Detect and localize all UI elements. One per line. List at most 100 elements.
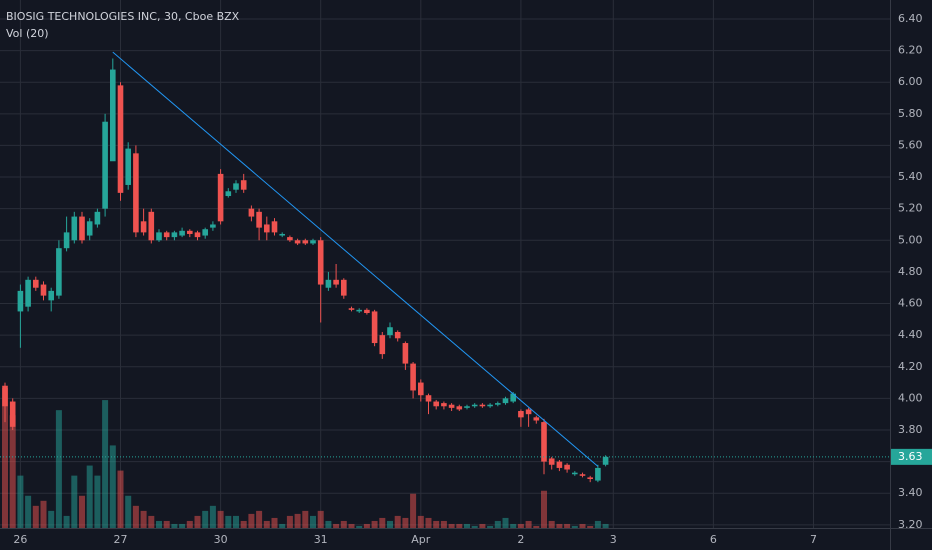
volume-pane xyxy=(2,388,609,528)
candle-body xyxy=(125,148,131,185)
candle-body xyxy=(56,248,62,296)
candle-body xyxy=(163,232,170,238)
candle-body xyxy=(25,279,31,307)
volume-bar xyxy=(525,520,532,528)
volume-bar xyxy=(233,515,239,528)
volume-bar xyxy=(340,520,347,528)
candle-body xyxy=(317,240,324,285)
volume-bar xyxy=(179,523,186,528)
candle-body xyxy=(471,404,478,407)
volume-bar xyxy=(302,510,309,528)
candle-body xyxy=(264,224,270,233)
volume-bar xyxy=(202,510,209,528)
y-tick-label: 3.20 xyxy=(898,518,923,531)
y-tick-label: 4.00 xyxy=(898,391,923,404)
volume-bar xyxy=(132,505,139,528)
volume-bar xyxy=(86,465,93,528)
volume-bar xyxy=(379,517,386,528)
y-tick-label: 5.00 xyxy=(898,233,923,246)
volume-bar xyxy=(502,517,509,528)
volume-bar xyxy=(348,523,355,528)
volume-bar xyxy=(286,515,293,528)
candle-body xyxy=(402,343,409,364)
volume-bar xyxy=(440,520,447,528)
volume-bar xyxy=(402,517,409,528)
candle-body xyxy=(302,240,309,244)
candle-body xyxy=(364,309,370,314)
candle-body xyxy=(310,240,316,244)
volume-bar xyxy=(471,525,478,528)
price-pane xyxy=(0,51,890,483)
y-tick-label: 4.80 xyxy=(898,265,923,278)
volume-bar xyxy=(40,500,47,528)
volume-bar xyxy=(171,523,178,528)
volume-bar xyxy=(417,515,424,528)
volume-bar xyxy=(209,505,216,528)
candle-body xyxy=(487,404,493,407)
candle-body xyxy=(48,290,54,301)
candle-body xyxy=(86,221,93,236)
volume-bar xyxy=(317,510,324,528)
volume-bar xyxy=(225,515,232,528)
candle-body xyxy=(271,221,278,233)
candle-body xyxy=(448,404,455,408)
y-tick-label: 4.60 xyxy=(898,297,923,310)
candle-body xyxy=(194,232,201,238)
candle-body xyxy=(348,308,355,310)
volume-bar xyxy=(556,523,563,528)
volume-bar xyxy=(102,400,109,528)
volume-bar xyxy=(63,515,70,528)
volume-bar xyxy=(564,523,571,528)
volume-bar xyxy=(517,523,524,528)
candle-body xyxy=(572,472,578,475)
volume-bar xyxy=(17,475,24,528)
candle-body xyxy=(110,69,116,162)
candle-body xyxy=(533,417,540,421)
candle-body xyxy=(394,331,401,339)
candle-body xyxy=(17,290,24,312)
candle-body xyxy=(171,232,178,238)
volume-bar xyxy=(148,515,155,528)
y-tick-label: 4.40 xyxy=(898,328,923,341)
y-tick-label: 5.20 xyxy=(898,202,923,215)
candle-body xyxy=(433,401,439,407)
volume-bar xyxy=(279,523,286,528)
candle-body xyxy=(418,382,424,396)
candle-body xyxy=(9,401,16,427)
candle-body xyxy=(94,211,101,225)
candle-body xyxy=(379,335,386,355)
volume-bar xyxy=(55,410,62,528)
candle-body xyxy=(202,229,208,236)
volume-bar xyxy=(479,523,486,528)
last-price-tag xyxy=(891,448,932,465)
volume-bar xyxy=(2,388,8,528)
candle-body xyxy=(495,403,501,405)
y-tick-label: 4.20 xyxy=(898,360,923,373)
candle-body xyxy=(233,183,239,190)
candle-body xyxy=(210,224,216,228)
trendline xyxy=(112,51,599,467)
volume-bar xyxy=(325,520,332,528)
candle-body xyxy=(548,458,555,465)
y-tick-label: 3.80 xyxy=(898,423,923,436)
y-tick-label: 6.40 xyxy=(898,12,923,25)
candle-body xyxy=(287,237,293,241)
x-tick-label: 7 xyxy=(810,533,817,546)
candle-body xyxy=(71,216,78,241)
volume-bar xyxy=(533,525,540,528)
volume-legend: Vol (20) xyxy=(6,27,49,40)
candle-body xyxy=(518,411,524,418)
candle-body xyxy=(333,279,339,285)
volume-bar xyxy=(371,520,378,528)
candle-body xyxy=(63,232,70,249)
volume-bar xyxy=(387,520,393,528)
volume-bar xyxy=(333,523,340,528)
volume-bar xyxy=(109,445,116,528)
volume-bar xyxy=(140,510,147,528)
candle-body xyxy=(425,395,432,402)
candle-body xyxy=(579,474,586,476)
last-price-label: 3.63 xyxy=(898,450,923,463)
volume-bar xyxy=(448,523,455,528)
candle-body xyxy=(279,233,285,236)
